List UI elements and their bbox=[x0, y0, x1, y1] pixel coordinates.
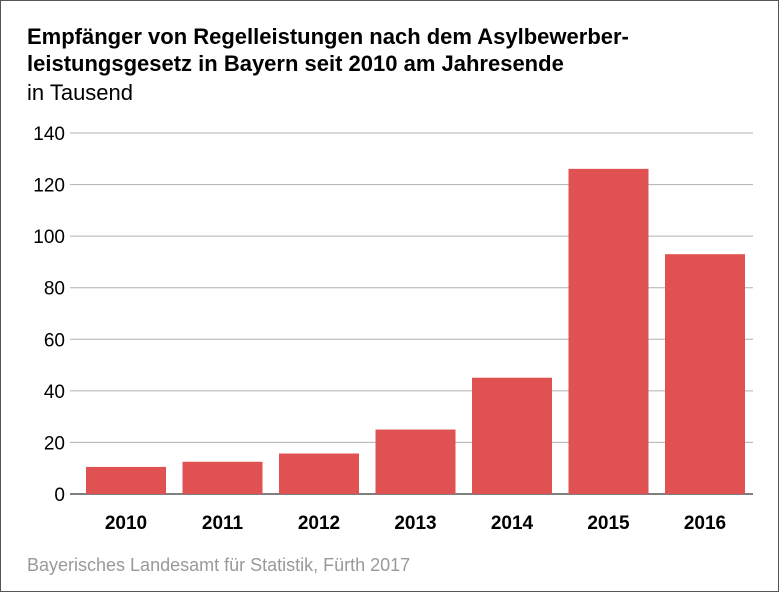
y-tick-label: 20 bbox=[44, 433, 65, 454]
x-tick-label-2016: 2016 bbox=[684, 513, 726, 534]
y-tick-label: 120 bbox=[33, 176, 65, 197]
bar-2010 bbox=[86, 466, 166, 494]
source-note: Bayerisches Landesamt für Statistik, Für… bbox=[27, 555, 411, 575]
y-tick-label: 40 bbox=[44, 382, 65, 403]
chart-title: Empfänger von Regelleistungen nach dem A… bbox=[27, 23, 767, 77]
y-tick-label: 60 bbox=[44, 330, 65, 351]
y-tick-label: 0 bbox=[54, 485, 65, 506]
bar-2013 bbox=[375, 429, 456, 494]
x-tick-label-2014: 2014 bbox=[491, 513, 534, 534]
x-axis-ticks: 2010 2011 2012 2013 2014 2015 2016 bbox=[105, 513, 726, 534]
x-tick-label-2011: 2011 bbox=[202, 513, 244, 534]
bar-2014 bbox=[472, 377, 552, 494]
y-tick-label: 80 bbox=[44, 279, 65, 300]
chart-subtitle: in Tausend bbox=[27, 80, 134, 105]
chart-title-line-1: Empfänger von Regelleistungen nach dem A… bbox=[27, 24, 629, 49]
bar-2011 bbox=[182, 461, 263, 494]
x-tick-label-2013: 2013 bbox=[394, 513, 436, 534]
y-axis-ticks: 0 20 40 60 80 100 120 140 bbox=[33, 124, 65, 506]
chart-title-line-2: leistungsgesetz in Bayern seit 2010 am J… bbox=[27, 51, 564, 76]
x-tick-label-2012: 2012 bbox=[298, 513, 340, 534]
y-tick-label: 100 bbox=[33, 227, 65, 248]
bar-2016 bbox=[665, 254, 745, 494]
bar-2012 bbox=[279, 453, 359, 494]
y-tick-label: 140 bbox=[33, 124, 65, 145]
x-tick-label-2015: 2015 bbox=[587, 513, 630, 534]
bars bbox=[86, 168, 745, 494]
x-tick-label-2010: 2010 bbox=[105, 513, 147, 534]
bar-2015 bbox=[568, 168, 649, 494]
